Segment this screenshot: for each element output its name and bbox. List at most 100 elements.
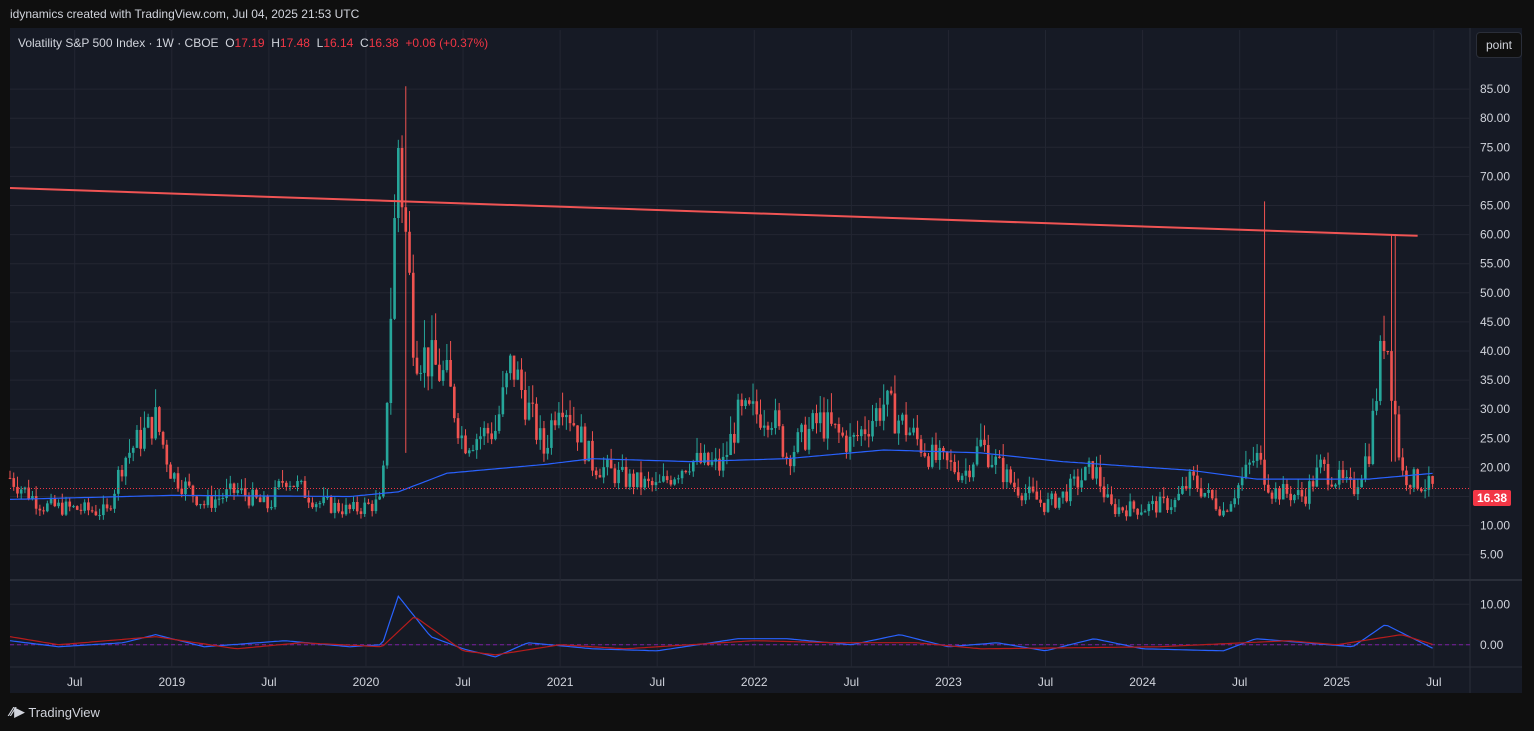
candle-body: [882, 404, 886, 421]
point-button[interactable]: point: [1476, 32, 1522, 58]
candle-body: [1397, 414, 1401, 458]
osc-y-tick-label: 0.00: [1480, 638, 1504, 652]
candle-body: [1214, 498, 1218, 510]
candle-body: [1311, 481, 1315, 487]
candle-body: [1151, 501, 1154, 505]
candle-body: [635, 472, 639, 488]
candle-body: [979, 439, 983, 447]
candle-body: [1009, 469, 1012, 483]
candle-body: [1371, 410, 1375, 464]
trendline: [9, 187, 1418, 237]
x-tick-label: 2021: [547, 675, 574, 689]
candle-body: [1154, 501, 1158, 513]
candle-body: [874, 408, 878, 422]
candle-body: [751, 401, 755, 404]
candle-body: [23, 487, 27, 490]
candle-body: [191, 485, 195, 497]
high-label: H: [271, 36, 280, 50]
candle-body: [1390, 351, 1393, 401]
x-tick-label: 2025: [1323, 675, 1350, 689]
candle-body: [650, 481, 654, 486]
candle-body: [146, 417, 150, 428]
tradingview-logo[interactable]: ⁄⁄▶ TradingView: [10, 704, 100, 720]
candle-body: [535, 403, 538, 440]
candle-body: [1337, 469, 1341, 485]
candle-body: [691, 460, 695, 472]
y-tick-label: 55.00: [1480, 257, 1510, 271]
candle-body: [1222, 510, 1225, 516]
candle-body: [841, 432, 844, 436]
candle-body: [400, 147, 404, 208]
candle-body: [120, 469, 124, 477]
candle-body: [1401, 457, 1405, 471]
symbol-name[interactable]: Volatility S&P 500 Index · 1W · CBOE: [18, 36, 219, 50]
chart-frame[interactable]: [10, 28, 1522, 693]
candle-body: [1405, 470, 1408, 486]
candle-body: [516, 369, 520, 380]
candle-body: [886, 390, 889, 405]
x-tick-label: 2019: [158, 675, 185, 689]
candle-body: [1278, 488, 1281, 500]
candle-body: [792, 452, 796, 467]
candle-body: [430, 340, 434, 377]
x-tick-label: Jul: [1038, 675, 1053, 689]
candle-body: [16, 486, 19, 494]
x-tick-label: Jul: [455, 675, 470, 689]
candle-body: [695, 452, 699, 461]
candle-body: [512, 355, 516, 380]
x-tick-label: Jul: [650, 675, 665, 689]
candle-body: [729, 433, 732, 456]
candle-body: [1330, 484, 1334, 487]
candle-body: [382, 465, 385, 497]
candle-body: [531, 402, 535, 404]
candle-body: [747, 400, 751, 404]
candle-body: [609, 459, 613, 469]
candle-body: [165, 444, 169, 465]
candle-body: [1173, 500, 1177, 508]
candle-body: [176, 473, 180, 489]
candle-body: [579, 426, 583, 443]
candle-body: [172, 473, 176, 479]
candle-body: [311, 502, 314, 508]
candle-body: [807, 428, 811, 450]
candle-body: [587, 440, 591, 462]
candle-body: [733, 433, 736, 443]
candle-body: [990, 464, 994, 468]
candle-body: [800, 424, 803, 433]
candle-body: [281, 481, 284, 483]
candle-body: [1341, 469, 1345, 479]
candle-body: [1087, 461, 1091, 467]
candle-body: [953, 461, 956, 473]
candle-body: [83, 502, 86, 511]
candle-body: [628, 473, 632, 487]
candle-body: [1181, 486, 1184, 494]
candle-body: [774, 410, 777, 429]
candle-body: [352, 502, 355, 510]
candle-body: [374, 499, 378, 512]
candle-body: [1072, 476, 1076, 479]
candle-body: [355, 502, 359, 512]
candle-body: [957, 472, 960, 481]
candle-body: [1244, 464, 1248, 478]
candle-body: [161, 431, 165, 445]
candle-body: [158, 407, 161, 432]
candle-body: [572, 423, 576, 426]
candle-body: [803, 424, 807, 450]
candle-body: [1218, 509, 1222, 516]
attribution-bar: idynamics created with TradingView.com, …: [0, 0, 1534, 28]
candle-body: [1367, 456, 1371, 464]
candle-body: [561, 412, 564, 418]
candle-body: [1423, 489, 1427, 492]
attribution-text: idynamics created with TradingView.com, …: [10, 7, 360, 21]
candle-body: [938, 447, 942, 460]
candle-body: [1203, 492, 1207, 497]
y-tick-label: 50.00: [1480, 286, 1510, 300]
candle-body: [12, 478, 16, 487]
candle-body: [684, 470, 688, 473]
y-tick-label: 10.00: [1480, 519, 1510, 533]
candle-body: [1199, 488, 1203, 497]
low-label: L: [316, 36, 324, 50]
candle-body: [184, 481, 187, 495]
candle-body: [255, 489, 258, 498]
